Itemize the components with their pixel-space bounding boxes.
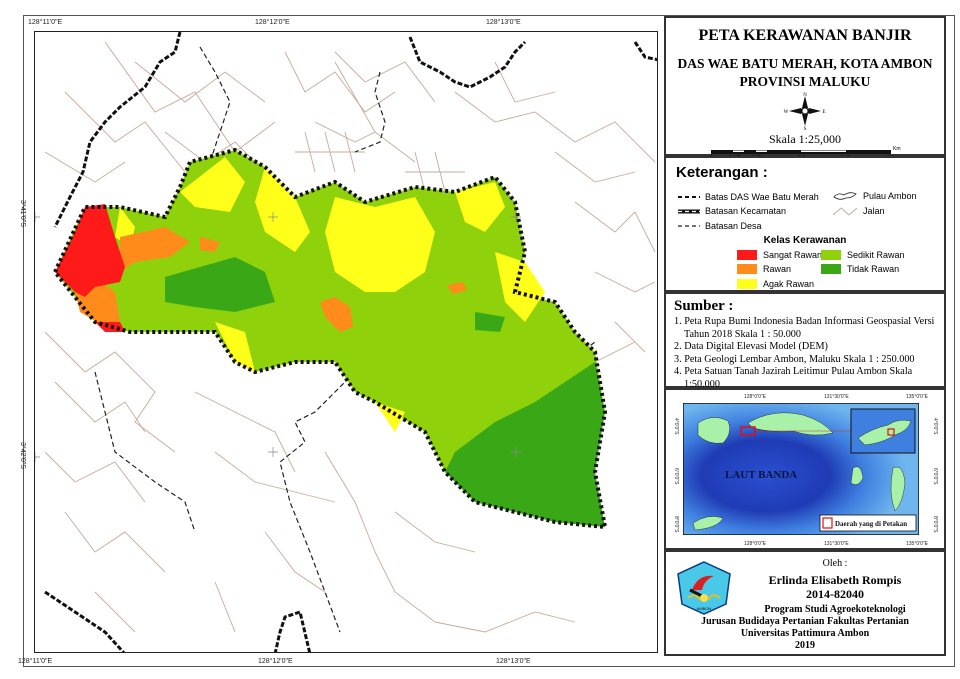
sea-label: LAUT BANDA bbox=[725, 469, 797, 481]
island-outline-icon bbox=[833, 192, 857, 200]
legend-desa: Batasan Desa bbox=[678, 221, 762, 231]
map-title: PETA KERAWANAN BANJIR bbox=[698, 27, 912, 44]
zone-agak-rawan bbox=[255, 167, 310, 252]
roads-layer bbox=[44, 41, 656, 633]
swatch-sedikit-rawan bbox=[821, 250, 841, 260]
zone-sangat-rawan bbox=[55, 204, 125, 297]
study-program: Program Studi Agroekoteknologi bbox=[764, 604, 906, 615]
legend-title: Keterangan : bbox=[676, 164, 768, 181]
zone-rawan bbox=[120, 227, 190, 272]
tick-left-2: 3°42'0"S bbox=[19, 442, 26, 469]
legend-jalan: Jalan bbox=[832, 206, 885, 216]
zone-agak-rawan bbox=[180, 157, 245, 212]
source-item: 2. Data Digital Elevasi Model (DEM) bbox=[674, 341, 828, 352]
map-subtitle-1: DAS WAE BATU MERAH, KOTA AMBON bbox=[677, 56, 933, 71]
department: Jurusan Budidaya Pertanian Fakultas Pert… bbox=[701, 616, 909, 627]
legend-class-sedikit-rawan: Sedikit Rawan bbox=[821, 250, 905, 260]
svg-text:E: E bbox=[822, 110, 825, 115]
credits-panel: AMBON Oleh : Erlinda Elisabeth Rompis 20… bbox=[664, 550, 946, 656]
legend-kecamatan: Batasan Kecamatan bbox=[678, 206, 786, 216]
swatch-rawan bbox=[737, 264, 757, 274]
map-layout-frame bbox=[23, 15, 955, 667]
university-logo-icon: AMBON bbox=[677, 561, 731, 615]
svg-text:N: N bbox=[803, 93, 807, 98]
legend-class-rawan: Rawan bbox=[737, 264, 791, 274]
zone-agak-rawan bbox=[215, 322, 255, 372]
author-name: Erlinda Elisabeth Rompis bbox=[768, 573, 902, 587]
tick-top-2: 128°12'0"E bbox=[255, 19, 290, 26]
svg-text:W: W bbox=[784, 110, 789, 115]
tick-top-1: 128°11'0"E bbox=[28, 19, 63, 26]
legend-das-boundary: Batas DAS Wae Batu Merah bbox=[678, 192, 819, 202]
das-boundary bbox=[52, 147, 608, 530]
legend-panel: Keterangan : Batas DAS Wae Batu Merah Ba… bbox=[664, 156, 946, 292]
swatch-sangat-rawan bbox=[737, 250, 757, 260]
zone-tidak-rawan bbox=[165, 257, 275, 312]
student-id: 2014-82040 bbox=[806, 587, 864, 601]
double-dash-line-icon bbox=[678, 209, 700, 213]
tick-left-1: 3°41'0"S bbox=[19, 200, 26, 227]
island-buru bbox=[697, 417, 730, 444]
inset-legend-box bbox=[819, 514, 917, 532]
by-label: Oleh : bbox=[822, 558, 848, 569]
zone-rawan bbox=[320, 297, 353, 332]
legend-class-sangat-rawan: Sangat Rawan bbox=[737, 250, 822, 260]
zone-rawan bbox=[200, 237, 220, 252]
zone-tidak-rawan bbox=[475, 312, 505, 332]
swatch-agak-rawan bbox=[737, 279, 757, 289]
zone-sedikit-rawan bbox=[55, 150, 605, 527]
source-item: 1. Peta Rupa Bumi Indonesia Badan Inform… bbox=[674, 316, 935, 340]
zone-agak-rawan bbox=[325, 197, 435, 292]
flood-hazard-map bbox=[35, 32, 657, 652]
island-seram bbox=[747, 412, 834, 436]
university-name: Universitas Pattimura Ambon bbox=[740, 628, 870, 639]
compass-rose-icon: N S W E bbox=[784, 93, 826, 130]
main-map bbox=[34, 31, 658, 653]
tick-bottom-3: 128°13'0"E bbox=[496, 658, 531, 665]
kecamatan-boundary bbox=[44, 32, 657, 652]
map-subtitle-2: PROVINSI MALUKU bbox=[739, 74, 871, 89]
tick-bottom-1: 128°11'0"E bbox=[18, 658, 53, 665]
year: 2019 bbox=[795, 640, 815, 651]
svg-text:S: S bbox=[804, 127, 807, 130]
tick-bottom-2: 128°12'0"E bbox=[258, 658, 293, 665]
source-item: 3. Peta Geologi Lembar Ambon, Maluku Ska… bbox=[674, 353, 915, 365]
scale-bar bbox=[711, 150, 891, 154]
tick-top-3: 128°13'0"E bbox=[486, 19, 521, 26]
inset-panel: 128°0'0"E 131°30'0"E 135°0'0"E 128°0'0"E… bbox=[664, 388, 946, 550]
swatch-tidak-rawan bbox=[821, 264, 841, 274]
svg-text:AMBON: AMBON bbox=[697, 606, 712, 611]
road-line-icon bbox=[832, 207, 858, 216]
zone-agak-rawan bbox=[455, 182, 505, 232]
graticule-crosses bbox=[35, 212, 521, 462]
zone-agak-rawan bbox=[375, 402, 405, 432]
title-panel: PETA KERAWANAN BANJIR DAS WAE BATU MERAH… bbox=[664, 16, 946, 161]
zone-tidak-rawan bbox=[445, 362, 605, 527]
sources-list: 1. Peta Rupa Bumi Indonesia Badan Inform… bbox=[674, 316, 940, 391]
svg-text:Daerah yang di Petakan: Daerah yang di Petakan bbox=[835, 520, 907, 528]
source-item: 4. Peta Satuan Tanah Jazirah Leitimur Pu… bbox=[674, 366, 913, 390]
hazard-class-title: Kelas Kerawanan bbox=[763, 235, 847, 246]
legend-pulau-ambon: Pulau Ambon bbox=[832, 190, 917, 202]
thin-dash-line-icon bbox=[678, 225, 700, 227]
bold-dash-line-icon bbox=[678, 196, 700, 198]
scale-text: Skala 1:25,000 bbox=[769, 132, 841, 146]
zone-rawan bbox=[447, 282, 467, 294]
das-hazard-zones bbox=[55, 150, 605, 527]
zone-agak-rawan bbox=[495, 252, 545, 322]
sources-title: Sumber : bbox=[674, 298, 734, 314]
location-inset-map: LAUT BANDA Daerah yang di Petakan bbox=[683, 403, 919, 535]
ambon-zoom-inset bbox=[850, 408, 916, 454]
legend-class-agak-rawan: Agak Rawan bbox=[737, 279, 814, 289]
legend-class-tidak-rawan: Tidak Rawan bbox=[821, 264, 899, 274]
sources-panel: Sumber : 1. Peta Rupa Bumi Indonesia Bad… bbox=[664, 292, 946, 391]
